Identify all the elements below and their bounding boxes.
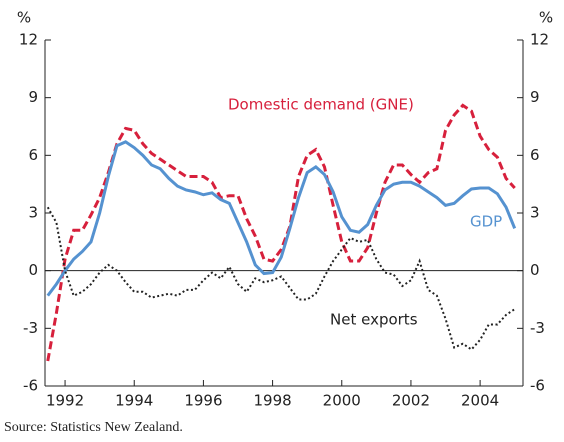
- series-label: Net exports: [330, 311, 418, 329]
- series-line: [46, 103, 516, 362]
- x-tick-label: 2002: [392, 392, 430, 410]
- y-tick-label: 6: [28, 146, 38, 164]
- y2-tick-label: 12: [530, 31, 549, 49]
- x-tick-label: 1996: [184, 392, 222, 410]
- y-tick-label: -3: [23, 319, 38, 337]
- series-line: [46, 140, 517, 297]
- y-tick-label: -6: [23, 377, 38, 395]
- y2-axis-label: %: [539, 9, 553, 27]
- y-tick-label: 9: [28, 88, 38, 106]
- x-tick-label: 1994: [115, 392, 153, 410]
- x-tick-label: 1992: [46, 392, 84, 410]
- x-tick-label: 2000: [323, 392, 361, 410]
- y2-tick-label: -6: [530, 377, 545, 395]
- series-line: [46, 206, 516, 351]
- y-tick-label: 12: [19, 31, 38, 49]
- x-tick-label: 1998: [253, 392, 291, 410]
- y2-tick-label: 9: [530, 88, 540, 106]
- y2-tick-label: 6: [530, 146, 540, 164]
- x-tick-label: 2004: [461, 392, 499, 410]
- y2-tick-label: 0: [530, 261, 540, 279]
- y-tick-label: 0: [28, 261, 38, 279]
- series-label: GDP: [470, 213, 502, 231]
- y-axis-label: %: [17, 9, 31, 27]
- source-note: Source: Statistics New Zealand.: [4, 420, 183, 435]
- y2-tick-label: 3: [530, 204, 540, 222]
- series-label: Domestic demand (GNE): [228, 96, 414, 114]
- y2-tick-label: -3: [530, 319, 545, 337]
- y-tick-label: 3: [28, 204, 38, 222]
